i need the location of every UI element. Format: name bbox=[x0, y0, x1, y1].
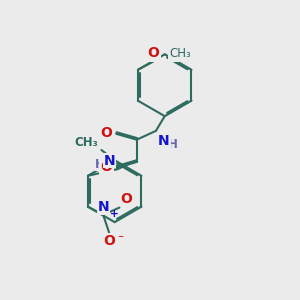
Text: CH₃: CH₃ bbox=[169, 47, 191, 60]
Text: CH₃: CH₃ bbox=[74, 136, 98, 148]
Text: O: O bbox=[147, 46, 159, 60]
Text: N: N bbox=[103, 154, 115, 168]
Text: O: O bbox=[121, 192, 133, 206]
Text: ⁻: ⁻ bbox=[117, 233, 124, 246]
Text: O: O bbox=[103, 234, 115, 248]
Text: O: O bbox=[101, 160, 112, 174]
Text: N: N bbox=[158, 134, 170, 148]
Text: H: H bbox=[168, 138, 178, 151]
Text: O: O bbox=[101, 126, 112, 140]
Text: +: + bbox=[110, 209, 118, 219]
Text: H: H bbox=[95, 158, 105, 171]
Text: N: N bbox=[98, 200, 109, 214]
